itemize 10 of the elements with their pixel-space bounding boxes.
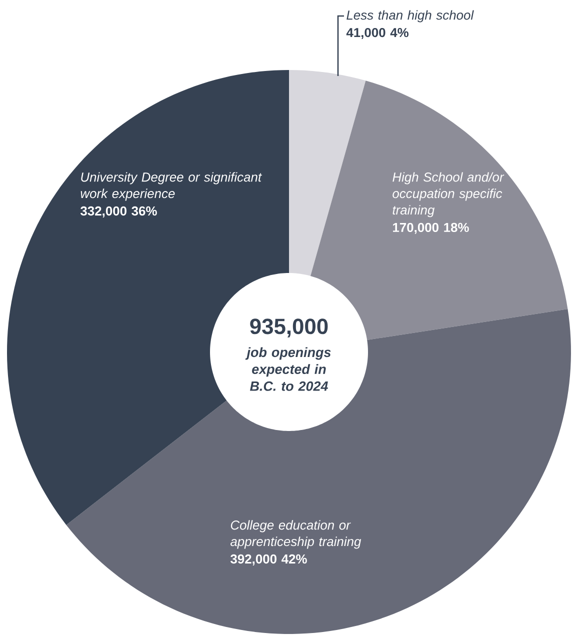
- data-label: 41,000 4%: [346, 28, 408, 40]
- slice-label: High School and/or occupation specific training: [392, 172, 504, 218]
- slice-label: University Degree or significant work experience: [80, 172, 262, 201]
- text: job openings expected in B.C. to 2024: [245, 347, 331, 391]
- text: 935,000: [250, 318, 328, 338]
- data-label: 332,000 36%: [80, 206, 157, 218]
- data-label: 170,000 18%: [393, 222, 469, 234]
- data-label: 392,000 42%: [230, 554, 307, 566]
- slice-label: College education or apprenticeship training: [230, 520, 362, 549]
- slice-label: Less than high school: [346, 10, 474, 22]
